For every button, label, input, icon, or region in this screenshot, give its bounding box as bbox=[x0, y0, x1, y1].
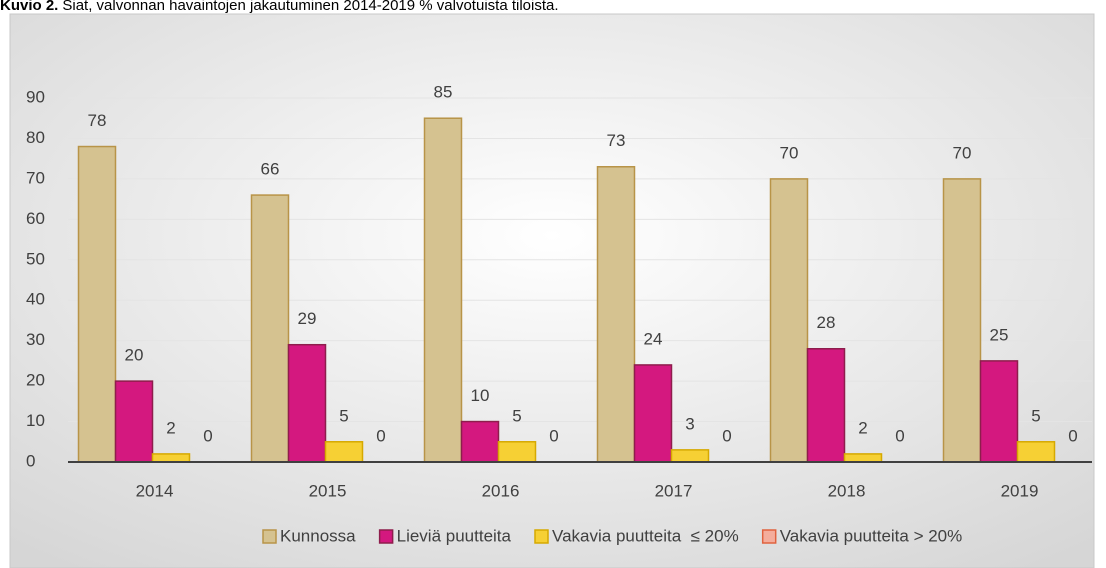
bar bbox=[670, 449, 710, 463]
value-label: 10 bbox=[471, 386, 490, 405]
y-tick-label: 70 bbox=[26, 168, 45, 187]
value-label: 0 bbox=[722, 426, 731, 445]
y-tick-label: 0 bbox=[26, 451, 35, 470]
value-label: 0 bbox=[203, 426, 212, 445]
value-label: 73 bbox=[607, 131, 626, 150]
y-tick-label: 40 bbox=[26, 290, 45, 309]
bar bbox=[324, 441, 364, 463]
legend-label: Vakavia puutteita ≤ 20% bbox=[552, 526, 739, 545]
value-label: 5 bbox=[512, 406, 521, 425]
bar bbox=[843, 453, 883, 463]
value-label: 2 bbox=[166, 418, 175, 437]
value-label: 29 bbox=[298, 309, 317, 328]
value-label: 2 bbox=[858, 418, 867, 437]
bar bbox=[806, 348, 846, 463]
value-label: 78 bbox=[88, 111, 107, 130]
bar bbox=[114, 380, 154, 463]
y-tick-label: 30 bbox=[26, 330, 45, 349]
y-tick-label: 60 bbox=[26, 209, 45, 228]
legend-swatch bbox=[534, 529, 549, 544]
bar bbox=[633, 364, 673, 463]
legend-swatch bbox=[378, 529, 394, 544]
bar bbox=[942, 178, 982, 463]
value-label: 20 bbox=[125, 346, 144, 365]
value-label: 0 bbox=[376, 426, 385, 445]
value-label: 0 bbox=[1068, 426, 1077, 445]
chart-title: Kuvio 2. Siat, valvonnan havaintojen jaka… bbox=[0, 0, 559, 14]
value-label: 25 bbox=[990, 325, 1009, 344]
y-tick-label: 10 bbox=[26, 411, 45, 430]
legend-swatch bbox=[761, 529, 777, 544]
value-label: 24 bbox=[644, 329, 663, 348]
bar bbox=[596, 166, 636, 463]
bar bbox=[287, 343, 327, 463]
bar bbox=[77, 145, 117, 463]
x-tick-label: 2015 bbox=[309, 481, 347, 500]
bar bbox=[979, 360, 1019, 463]
value-label: 85 bbox=[434, 83, 453, 102]
chart-background bbox=[9, 13, 1095, 568]
value-label: 70 bbox=[953, 143, 972, 162]
x-tick-label: 2016 bbox=[482, 481, 520, 500]
value-label: 70 bbox=[780, 143, 799, 162]
value-label: 0 bbox=[549, 426, 558, 445]
value-label: 5 bbox=[1031, 406, 1040, 425]
x-tick-label: 2019 bbox=[1001, 481, 1039, 500]
x-tick-label: 2017 bbox=[655, 481, 693, 500]
value-label: 0 bbox=[895, 426, 904, 445]
title-text: Siat, valvonnan havaintojen jakautuminen… bbox=[62, 0, 558, 14]
bar bbox=[250, 194, 290, 463]
legend-label: Vakavia puutteita > 20% bbox=[780, 526, 963, 545]
title-label: Kuvio 2. bbox=[0, 0, 58, 14]
bar bbox=[460, 420, 500, 463]
x-tick-label: 2018 bbox=[828, 481, 866, 500]
legend-label: Kunnossa bbox=[280, 526, 356, 545]
y-tick-label: 90 bbox=[26, 87, 45, 106]
legend-swatch bbox=[262, 529, 277, 544]
bar bbox=[769, 178, 809, 463]
value-label: 5 bbox=[339, 406, 348, 425]
bar bbox=[497, 441, 537, 463]
y-tick-label: 80 bbox=[26, 128, 45, 147]
x-tick-label: 2014 bbox=[136, 481, 174, 500]
value-label: 66 bbox=[261, 160, 280, 179]
y-tick-label: 20 bbox=[26, 371, 45, 390]
value-label: 3 bbox=[685, 414, 694, 433]
bar bbox=[151, 453, 191, 463]
y-tick-label: 50 bbox=[26, 249, 45, 268]
value-label: 28 bbox=[817, 313, 836, 332]
legend-label: Lieviä puutteita bbox=[397, 526, 512, 545]
bar bbox=[423, 117, 463, 463]
bar bbox=[1016, 441, 1056, 463]
